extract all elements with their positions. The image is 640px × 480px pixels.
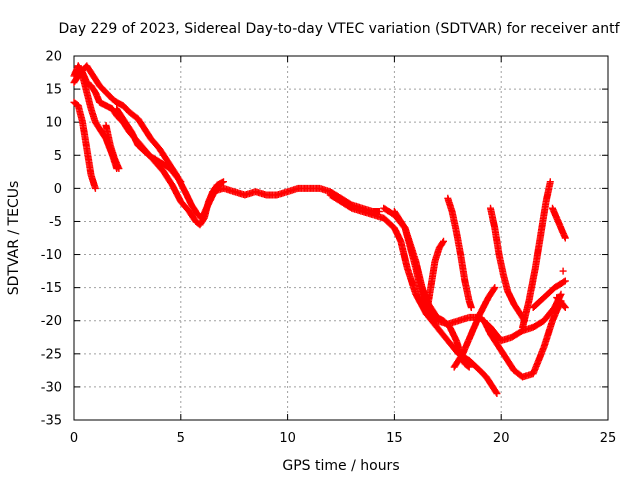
series-markers [326,191,501,397]
x-tick-label: 15 [386,431,403,446]
y-tick-label: 20 [45,50,62,65]
series-markers [70,62,227,229]
x-tick-label: 20 [493,431,510,446]
series-arc-17 [549,204,569,242]
y-tick-label: 15 [45,83,62,98]
series-markers [559,267,567,275]
series-markers [529,277,569,311]
y-tick-label: -35 [41,414,62,429]
y-tick-label: 10 [45,116,62,131]
series-arc-19 [553,294,569,311]
series-markers [113,105,185,186]
series-markers [553,294,569,311]
grid-lines [74,56,608,420]
series-arc-12 [444,194,475,311]
series-arc-1 [70,62,227,229]
series-arc-13 [450,284,499,371]
chart-title: Day 229 of 2023, Sidereal Day-to-day VTE… [58,21,620,37]
series-arc-20 [559,267,567,275]
series-arc-6 [113,105,185,186]
y-tick-label: -25 [41,347,62,362]
y-tick-label: -20 [41,314,62,329]
y-tick-label: -5 [49,215,62,230]
x-tick-label: 25 [600,431,617,446]
series-arc-10 [390,208,565,345]
x-axis-label: GPS time / hours [282,458,399,474]
y-tick-label: -30 [41,380,62,395]
series-markers [102,122,123,172]
y-tick-label: 0 [54,182,62,197]
data-markers [70,62,569,397]
y-axis-label: SDTVAR / TECUs [6,181,22,296]
series-arc-3 [70,98,99,192]
x-tick-label: 5 [177,431,185,446]
series-arc-18 [529,277,569,311]
series-markers [450,284,499,371]
series-markers [487,204,529,325]
series-markers [70,98,99,192]
series-arc-15 [487,204,529,325]
series-arc-16 [519,178,554,331]
series-markers [390,208,565,345]
plot-frame [73,55,609,421]
series-markers [444,194,475,311]
series-markers [422,237,447,318]
series-arc-14 [480,297,565,381]
x-tick-label: 10 [279,431,296,446]
series-arc-11 [422,237,447,318]
y-tick-label: 5 [54,149,62,164]
series-arc-5 [102,122,123,172]
x-tick-label: 0 [70,431,78,446]
series-markers [519,178,554,331]
series-markers [549,204,569,242]
axis-ticks [73,55,609,421]
y-tick-label: -15 [41,281,62,296]
y-tick-labels: 20 15 10 5 0 -5 -10 -15 -20 -25 -30 -35 [41,50,62,429]
series-markers [480,297,565,381]
y-tick-label: -10 [41,248,62,263]
series-arc-8 [326,191,501,397]
x-tick-labels: 0 5 10 15 20 25 [70,431,616,446]
